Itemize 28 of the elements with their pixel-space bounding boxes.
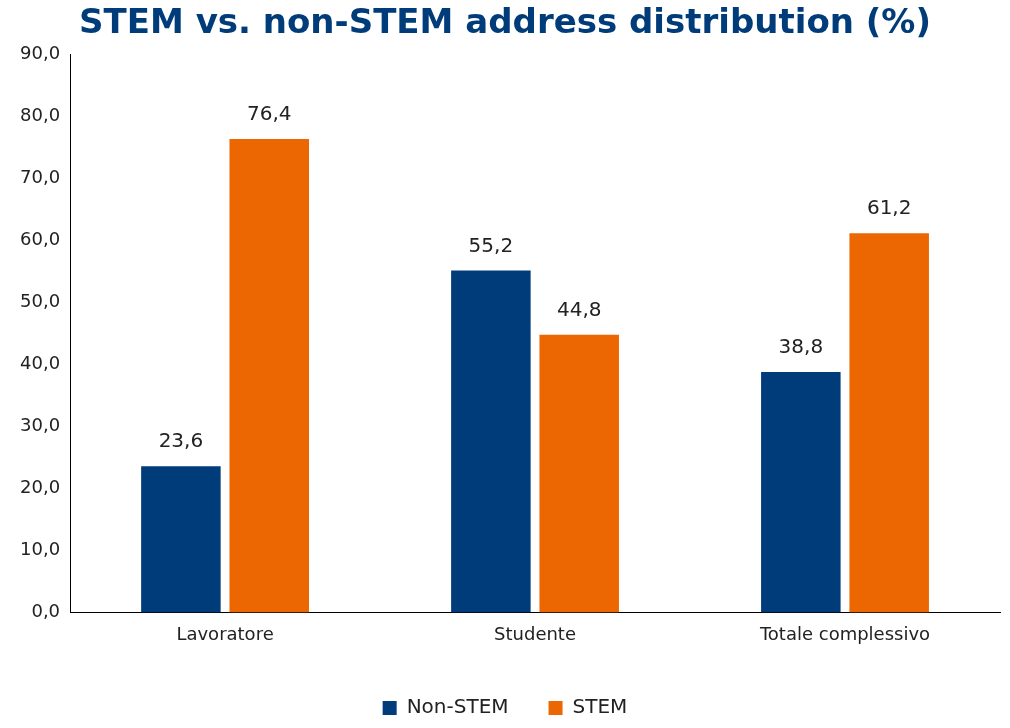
bar xyxy=(141,466,221,613)
bar xyxy=(229,139,309,613)
data-label: 38,8 xyxy=(778,334,824,359)
y-tick-label: 50,0 xyxy=(20,290,61,312)
bar xyxy=(451,270,531,613)
bar xyxy=(849,233,929,613)
y-tick-label: 10,0 xyxy=(20,538,61,560)
x-tick-label: Studente xyxy=(494,622,577,644)
legend-label: STEM xyxy=(572,694,628,719)
bar xyxy=(761,372,841,613)
data-label: 23,6 xyxy=(158,428,204,453)
bar xyxy=(539,334,619,613)
x-tick-label: Lavoratore xyxy=(176,622,274,644)
y-tick-label: 20,0 xyxy=(20,476,61,498)
legend-label: Non-STEM xyxy=(406,694,509,719)
y-tick-label: 60,0 xyxy=(20,228,61,250)
y-tick-label: 40,0 xyxy=(20,352,61,374)
data-label: 44,8 xyxy=(556,297,602,322)
y-tick-label: 70,0 xyxy=(20,166,61,188)
chart-title: STEM vs. non-STEM address distribution (%) xyxy=(79,1,931,42)
data-label: 55,2 xyxy=(468,232,514,257)
x-tick-label: Totale complessivo xyxy=(758,622,931,644)
data-label: 76,4 xyxy=(246,101,292,126)
y-tick-label: 90,0 xyxy=(20,42,61,64)
y-tick-label: 0,0 xyxy=(31,600,61,622)
y-tick-label: 30,0 xyxy=(20,414,61,436)
y-tick-label: 80,0 xyxy=(20,104,61,126)
data-label: 61,2 xyxy=(866,195,912,220)
